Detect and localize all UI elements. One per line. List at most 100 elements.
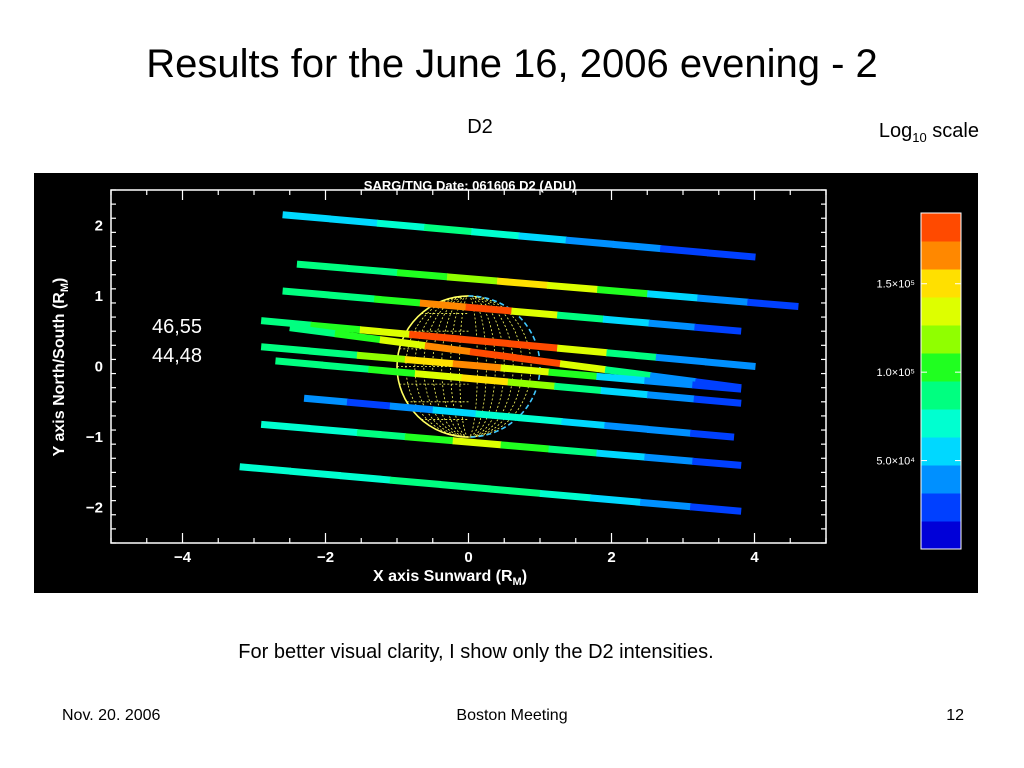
slit-segment [469, 348, 517, 362]
slit-segment [644, 453, 694, 465]
slit-segment [356, 351, 407, 363]
slit-segment [507, 378, 556, 390]
slit-segment [648, 319, 696, 331]
slit-segment [446, 273, 499, 285]
slit-segment [465, 303, 513, 315]
slit-segment [548, 445, 598, 457]
slit-segment [692, 457, 742, 469]
panel-label: D2 [467, 116, 493, 138]
slit-segment [596, 372, 646, 385]
x-tick-label: −2 [317, 549, 334, 566]
slit-segment [602, 315, 650, 327]
y-tick-label: −1 [86, 429, 103, 446]
slit-segment [308, 424, 359, 437]
slit-segment [376, 219, 426, 231]
slit-segment [646, 425, 692, 437]
slit-segment [310, 321, 362, 334]
colorbar-segment [921, 437, 961, 466]
slit-segment [404, 433, 455, 445]
slit-segment [389, 402, 435, 414]
slit-segment [329, 215, 379, 227]
colorbar-segment [921, 493, 961, 522]
slit-segment [612, 240, 662, 253]
y-tick-label: 0 [95, 359, 103, 376]
colorbar-segment [921, 381, 961, 410]
slit-segment [419, 299, 467, 311]
slit-segment [373, 295, 422, 307]
slit-segment [289, 467, 342, 480]
scale-note-base: Log [878, 120, 913, 142]
slit-segment [514, 354, 562, 368]
slit-segment [596, 449, 646, 461]
x-tick-label: −4 [174, 549, 192, 566]
slit-segment [356, 429, 407, 441]
slit-segment [518, 232, 568, 244]
slit-segment [689, 429, 735, 441]
slit-segment [339, 472, 392, 484]
slit-segment [646, 391, 696, 403]
slit-segment [646, 290, 699, 302]
slit-segment [747, 298, 799, 310]
slit-segment [404, 355, 455, 368]
slit-segment [500, 364, 550, 376]
slit-segment [321, 361, 370, 373]
slit-segment [589, 494, 642, 506]
slit-segment [303, 394, 349, 406]
colorbar-segment [921, 409, 961, 438]
slit-segment [704, 358, 756, 370]
slit-segment [379, 336, 427, 350]
slit-segment [260, 420, 311, 432]
slit-segment [596, 286, 649, 298]
annotation-line-2: 44,48 [152, 345, 203, 367]
slit-segment [659, 245, 709, 257]
y-axis-label: Y axis North/South (RM) [51, 278, 71, 457]
slit-segment [639, 498, 692, 511]
slit-segment [489, 485, 542, 497]
slit-segment [694, 323, 742, 335]
slit-segment [260, 317, 312, 329]
slit-segment [539, 489, 592, 502]
planet-limb-terminator [468, 295, 541, 438]
slit-segment [604, 421, 649, 433]
slit-segment [475, 410, 520, 422]
slit-segment [518, 414, 563, 426]
colorbar-segment [921, 521, 961, 550]
colorbar-segment [921, 269, 961, 298]
slit-segment [500, 441, 550, 453]
slit-segment [471, 228, 520, 240]
slit-segment [346, 264, 399, 277]
slit-segment [452, 437, 502, 449]
slit-segment [553, 382, 603, 394]
slit-segment [604, 366, 652, 380]
footer-event: Boston Meeting [456, 707, 568, 724]
slit-segment [334, 330, 382, 344]
slit-segment [368, 365, 417, 378]
slit-segment [689, 503, 742, 515]
slit-segment [559, 360, 607, 374]
slit-segment [556, 344, 608, 357]
colorbar-segment [921, 325, 961, 354]
chart-annotations: 46,55 44,48 [152, 313, 202, 371]
slide-caption: For better visual clarity, I show only t… [238, 641, 714, 663]
footer-date: Nov. 20. 2006 [62, 707, 161, 724]
slit-segment [328, 291, 376, 303]
slit-segment [691, 381, 742, 393]
slit-segment [458, 335, 510, 348]
slit-strips [239, 211, 799, 515]
slit-segment [511, 307, 559, 319]
slit-segment [556, 311, 605, 323]
colorbar-segment [921, 297, 961, 326]
slide-title: Results for the June 16, 2006 evening - … [146, 42, 878, 86]
footer-page-number: 12 [946, 707, 964, 724]
slit-segment [282, 287, 330, 299]
slit-segment [346, 398, 392, 410]
slit-segment [649, 372, 697, 386]
x-tick-label: 0 [464, 549, 472, 566]
slit-segment [697, 294, 749, 306]
slit-segment [548, 368, 598, 380]
slit-segment [496, 277, 549, 289]
slit-segment [414, 370, 463, 382]
colorbar-tick-label: 1.0×10⁵ [876, 367, 915, 379]
slit-segment [606, 349, 658, 361]
colorbar-segment [921, 465, 961, 494]
